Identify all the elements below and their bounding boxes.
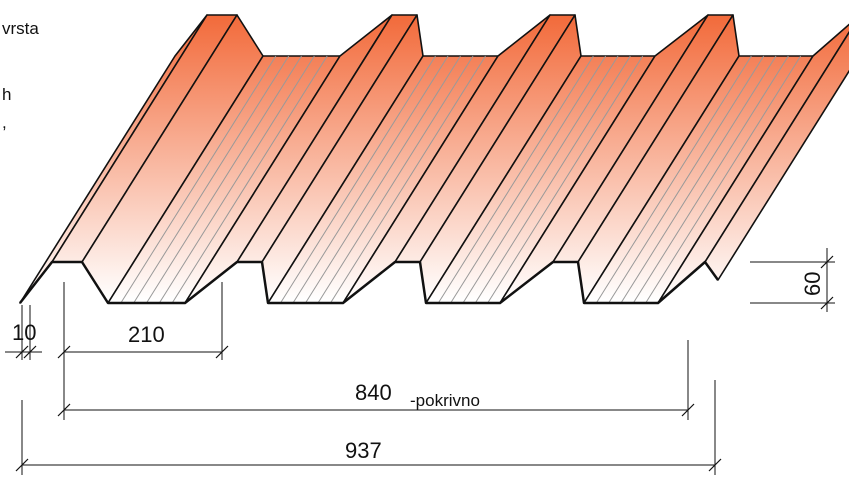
rib (450, 55, 607, 304)
side-text: , (2, 113, 7, 132)
rib (632, 55, 789, 304)
rib (158, 55, 315, 304)
dimension-label: 10 (12, 320, 36, 345)
profile (19, 14, 849, 305)
rib (487, 55, 644, 304)
rib (280, 55, 436, 304)
rib (608, 55, 765, 304)
rib (133, 55, 290, 304)
rib (462, 55, 619, 304)
dimension-label: 210 (128, 322, 165, 347)
rib (305, 55, 461, 304)
rib (474, 55, 631, 304)
dimension-lines (5, 248, 835, 475)
front-edge (19, 260, 720, 305)
rib (120, 55, 277, 304)
rib (171, 55, 328, 304)
dimension-note: -pokrivno (410, 391, 480, 410)
rib (292, 55, 449, 304)
rib (317, 55, 474, 304)
dimension-label: 840 (355, 380, 392, 405)
side-text: vrsta (2, 19, 39, 38)
rib (620, 55, 777, 304)
rib (330, 55, 486, 304)
rib (437, 55, 594, 304)
dimension-label: 60 (800, 272, 825, 296)
rib (645, 55, 802, 304)
rib (146, 55, 302, 304)
side-text: h (2, 85, 11, 104)
dimension-label: 937 (345, 438, 382, 463)
rib (595, 55, 752, 304)
